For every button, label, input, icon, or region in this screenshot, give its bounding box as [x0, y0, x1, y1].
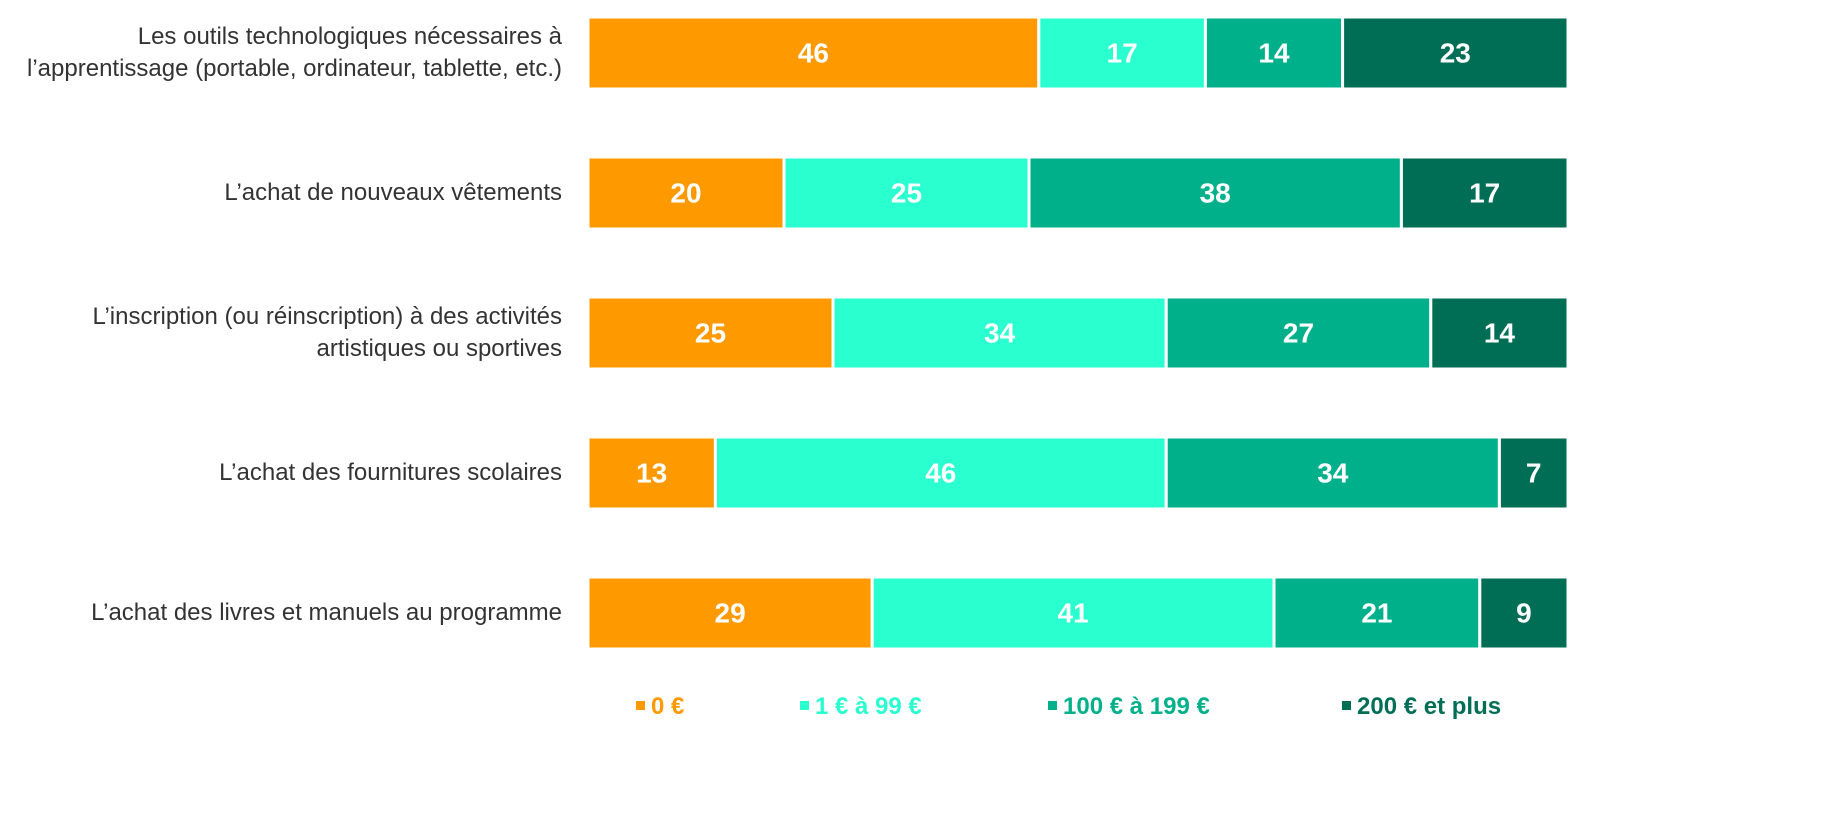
bar-segment	[1272, 575, 1482, 651]
data-label: 9	[1516, 598, 1532, 629]
legend-swatch	[1342, 701, 1351, 711]
legend-label: 0 €	[651, 693, 685, 720]
legend-label: 200 € et plus	[1357, 693, 1502, 720]
bar-segment	[1399, 155, 1570, 231]
data-label: 14	[1258, 38, 1290, 69]
data-label: 38	[1200, 178, 1231, 209]
data-label: 17	[1469, 178, 1500, 209]
bar-segment	[1478, 575, 1570, 651]
data-label: 25	[695, 318, 726, 349]
bar-segment	[1429, 295, 1570, 371]
legend-swatch	[636, 701, 645, 711]
data-label: 20	[670, 178, 701, 209]
bar-segment	[1341, 15, 1570, 91]
category-label: Les outils technologiques nécessaires à …	[27, 23, 562, 82]
bar-segment	[586, 15, 1041, 91]
bar-segment	[1497, 435, 1570, 511]
data-label: 27	[1283, 318, 1314, 349]
legend-item: 200 € et plus	[1342, 693, 1501, 721]
data-label: 23	[1440, 38, 1471, 69]
bar-segment	[1164, 435, 1501, 511]
category-label: L’achat des fournitures scolaires	[219, 459, 562, 486]
bar-segment	[713, 435, 1168, 511]
bar-segment	[1037, 15, 1207, 91]
data-label: 14	[1484, 318, 1516, 349]
data-label: 46	[925, 458, 956, 489]
bar-segment	[782, 155, 1031, 231]
legend-item: 1 € à 99 €	[800, 693, 922, 721]
data-label: 7	[1526, 458, 1542, 489]
legend-swatch	[800, 701, 809, 711]
data-label: 21	[1361, 598, 1392, 629]
data-label: 25	[891, 178, 922, 209]
data-label: 46	[798, 38, 829, 69]
legend-label: 1 € à 99 €	[815, 693, 922, 720]
legend-swatch	[1048, 701, 1057, 711]
bar-segment	[586, 435, 717, 511]
data-label: 29	[715, 598, 746, 629]
category-label: L’achat de nouveaux vêtements	[224, 179, 562, 206]
legend-item: 0 €	[636, 693, 684, 721]
bar-segment	[831, 295, 1168, 371]
category-label: L’inscription (ou réinscription) à des a…	[92, 303, 562, 362]
category-label: L’achat des livres et manuels au program…	[91, 599, 562, 626]
data-label: 34	[984, 318, 1016, 349]
data-label: 17	[1107, 38, 1138, 69]
legend-label: 100 € à 199 €	[1063, 693, 1210, 720]
data-label: 34	[1317, 458, 1349, 489]
data-label: 41	[1058, 598, 1089, 629]
bar-segment	[586, 155, 786, 231]
bar-segment	[586, 295, 835, 371]
legend-item: 100 € à 199 €	[1048, 693, 1210, 721]
data-label: 13	[636, 458, 667, 489]
